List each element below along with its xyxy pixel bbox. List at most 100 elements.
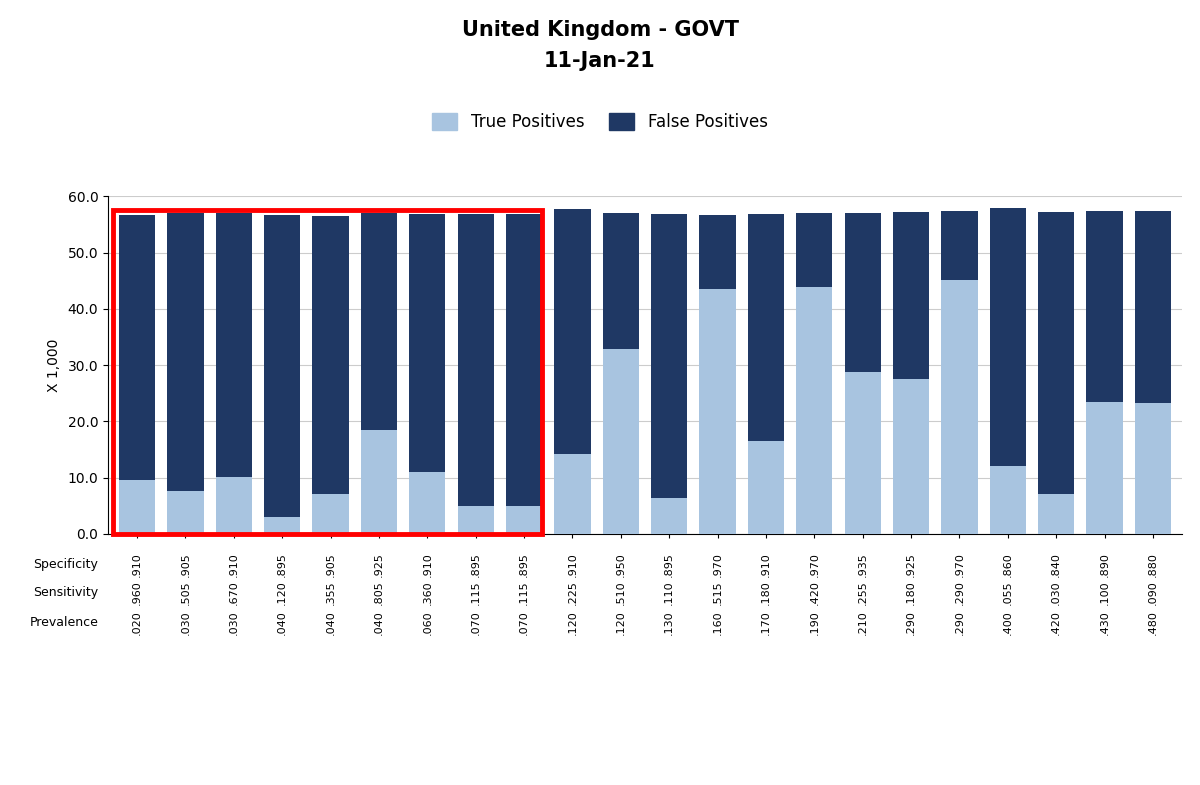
Bar (1038, 495, 1074, 534)
Bar (312, 216, 349, 494)
Text: .100: .100 (1099, 581, 1110, 605)
Text: .960: .960 (132, 580, 142, 605)
Bar (167, 214, 204, 491)
Text: .115: .115 (470, 581, 481, 605)
Text: .115: .115 (520, 581, 529, 605)
Text: .355: .355 (325, 581, 336, 605)
Bar (990, 466, 1026, 534)
Text: .255: .255 (858, 580, 868, 605)
Bar (167, 491, 204, 534)
Bar (119, 215, 155, 480)
Text: .360: .360 (422, 581, 432, 605)
Bar (264, 215, 300, 517)
Bar (1135, 403, 1171, 534)
Bar (748, 441, 784, 534)
Bar (1038, 212, 1074, 495)
Bar (409, 214, 445, 472)
Text: .110: .110 (664, 581, 674, 605)
Bar (602, 214, 638, 349)
Text: .925: .925 (374, 553, 384, 577)
Y-axis label: X 1,000: X 1,000 (47, 338, 60, 392)
Bar (796, 214, 833, 287)
Text: .895: .895 (664, 553, 674, 577)
Text: Specificity: Specificity (34, 558, 98, 571)
Text: .180: .180 (906, 580, 916, 605)
Bar (845, 372, 881, 534)
Bar (361, 430, 397, 534)
Text: .670: .670 (229, 580, 239, 605)
Text: .120: .120 (568, 610, 577, 635)
Text: .840: .840 (1051, 553, 1061, 577)
Text: .910: .910 (422, 553, 432, 577)
Bar (264, 517, 300, 534)
Text: Prevalence: Prevalence (30, 616, 98, 630)
Bar (216, 477, 252, 534)
Text: .290: .290 (954, 610, 965, 635)
Text: .480: .480 (1148, 610, 1158, 635)
Text: .910: .910 (229, 553, 239, 577)
Text: .055: .055 (1003, 581, 1013, 605)
Text: .895: .895 (520, 553, 529, 577)
Text: .910: .910 (761, 553, 770, 577)
Text: .860: .860 (1003, 553, 1013, 577)
Bar (1086, 211, 1123, 402)
Bar (312, 494, 349, 534)
Bar (796, 287, 833, 534)
Bar (652, 498, 688, 534)
Text: .190: .190 (809, 610, 820, 635)
Text: .905: .905 (180, 553, 191, 577)
Text: .925: .925 (906, 553, 916, 577)
Text: .030: .030 (1051, 581, 1061, 605)
Text: .180: .180 (761, 580, 770, 605)
Text: .420: .420 (1051, 610, 1061, 635)
Text: .895: .895 (277, 553, 287, 577)
Legend: True Positives, False Positives: True Positives, False Positives (426, 107, 774, 138)
Bar (845, 213, 881, 372)
Text: .880: .880 (1148, 553, 1158, 577)
Text: .890: .890 (1099, 553, 1110, 577)
Bar (748, 214, 784, 441)
Text: .170: .170 (761, 610, 770, 635)
Text: .020: .020 (132, 610, 142, 635)
Text: .225: .225 (568, 580, 577, 605)
Bar (652, 214, 688, 498)
Bar (941, 211, 978, 279)
Text: .970: .970 (809, 553, 820, 577)
Text: .910: .910 (568, 553, 577, 577)
Text: .400: .400 (1003, 610, 1013, 635)
Text: .130: .130 (664, 611, 674, 635)
Text: .070: .070 (470, 610, 481, 635)
Text: .910: .910 (132, 553, 142, 577)
Bar (119, 480, 155, 534)
Bar (554, 454, 590, 534)
Bar (554, 209, 590, 454)
Bar (409, 472, 445, 534)
Text: .290: .290 (906, 610, 916, 635)
Bar (941, 279, 978, 534)
Bar (216, 214, 252, 477)
Bar (361, 214, 397, 430)
Bar (893, 212, 929, 378)
Bar (990, 208, 1026, 466)
Text: .420: .420 (809, 580, 820, 605)
Text: .030: .030 (180, 611, 191, 635)
Text: .515: .515 (713, 581, 722, 605)
Bar (506, 214, 542, 506)
Text: .895: .895 (470, 553, 481, 577)
Bar (700, 289, 736, 534)
Text: .505: .505 (180, 581, 191, 605)
Text: .970: .970 (954, 553, 965, 577)
Bar (1086, 402, 1123, 534)
Text: 11-Jan-21: 11-Jan-21 (544, 51, 656, 71)
Text: .040: .040 (374, 610, 384, 635)
Text: .950: .950 (616, 553, 626, 577)
Text: United Kingdom - GOVT: United Kingdom - GOVT (462, 20, 738, 39)
Text: .040: .040 (277, 610, 287, 635)
Text: .210: .210 (858, 610, 868, 635)
Text: .510: .510 (616, 581, 626, 605)
Bar (457, 214, 494, 506)
Text: .070: .070 (520, 610, 529, 635)
Text: .120: .120 (277, 580, 287, 605)
Text: .935: .935 (858, 553, 868, 577)
Bar (893, 378, 929, 534)
